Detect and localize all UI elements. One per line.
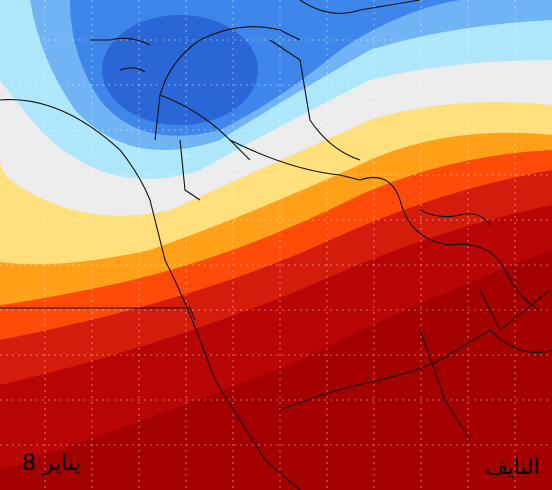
source-label: النايف (485, 455, 540, 480)
date-label: 8 يناير (22, 451, 81, 476)
